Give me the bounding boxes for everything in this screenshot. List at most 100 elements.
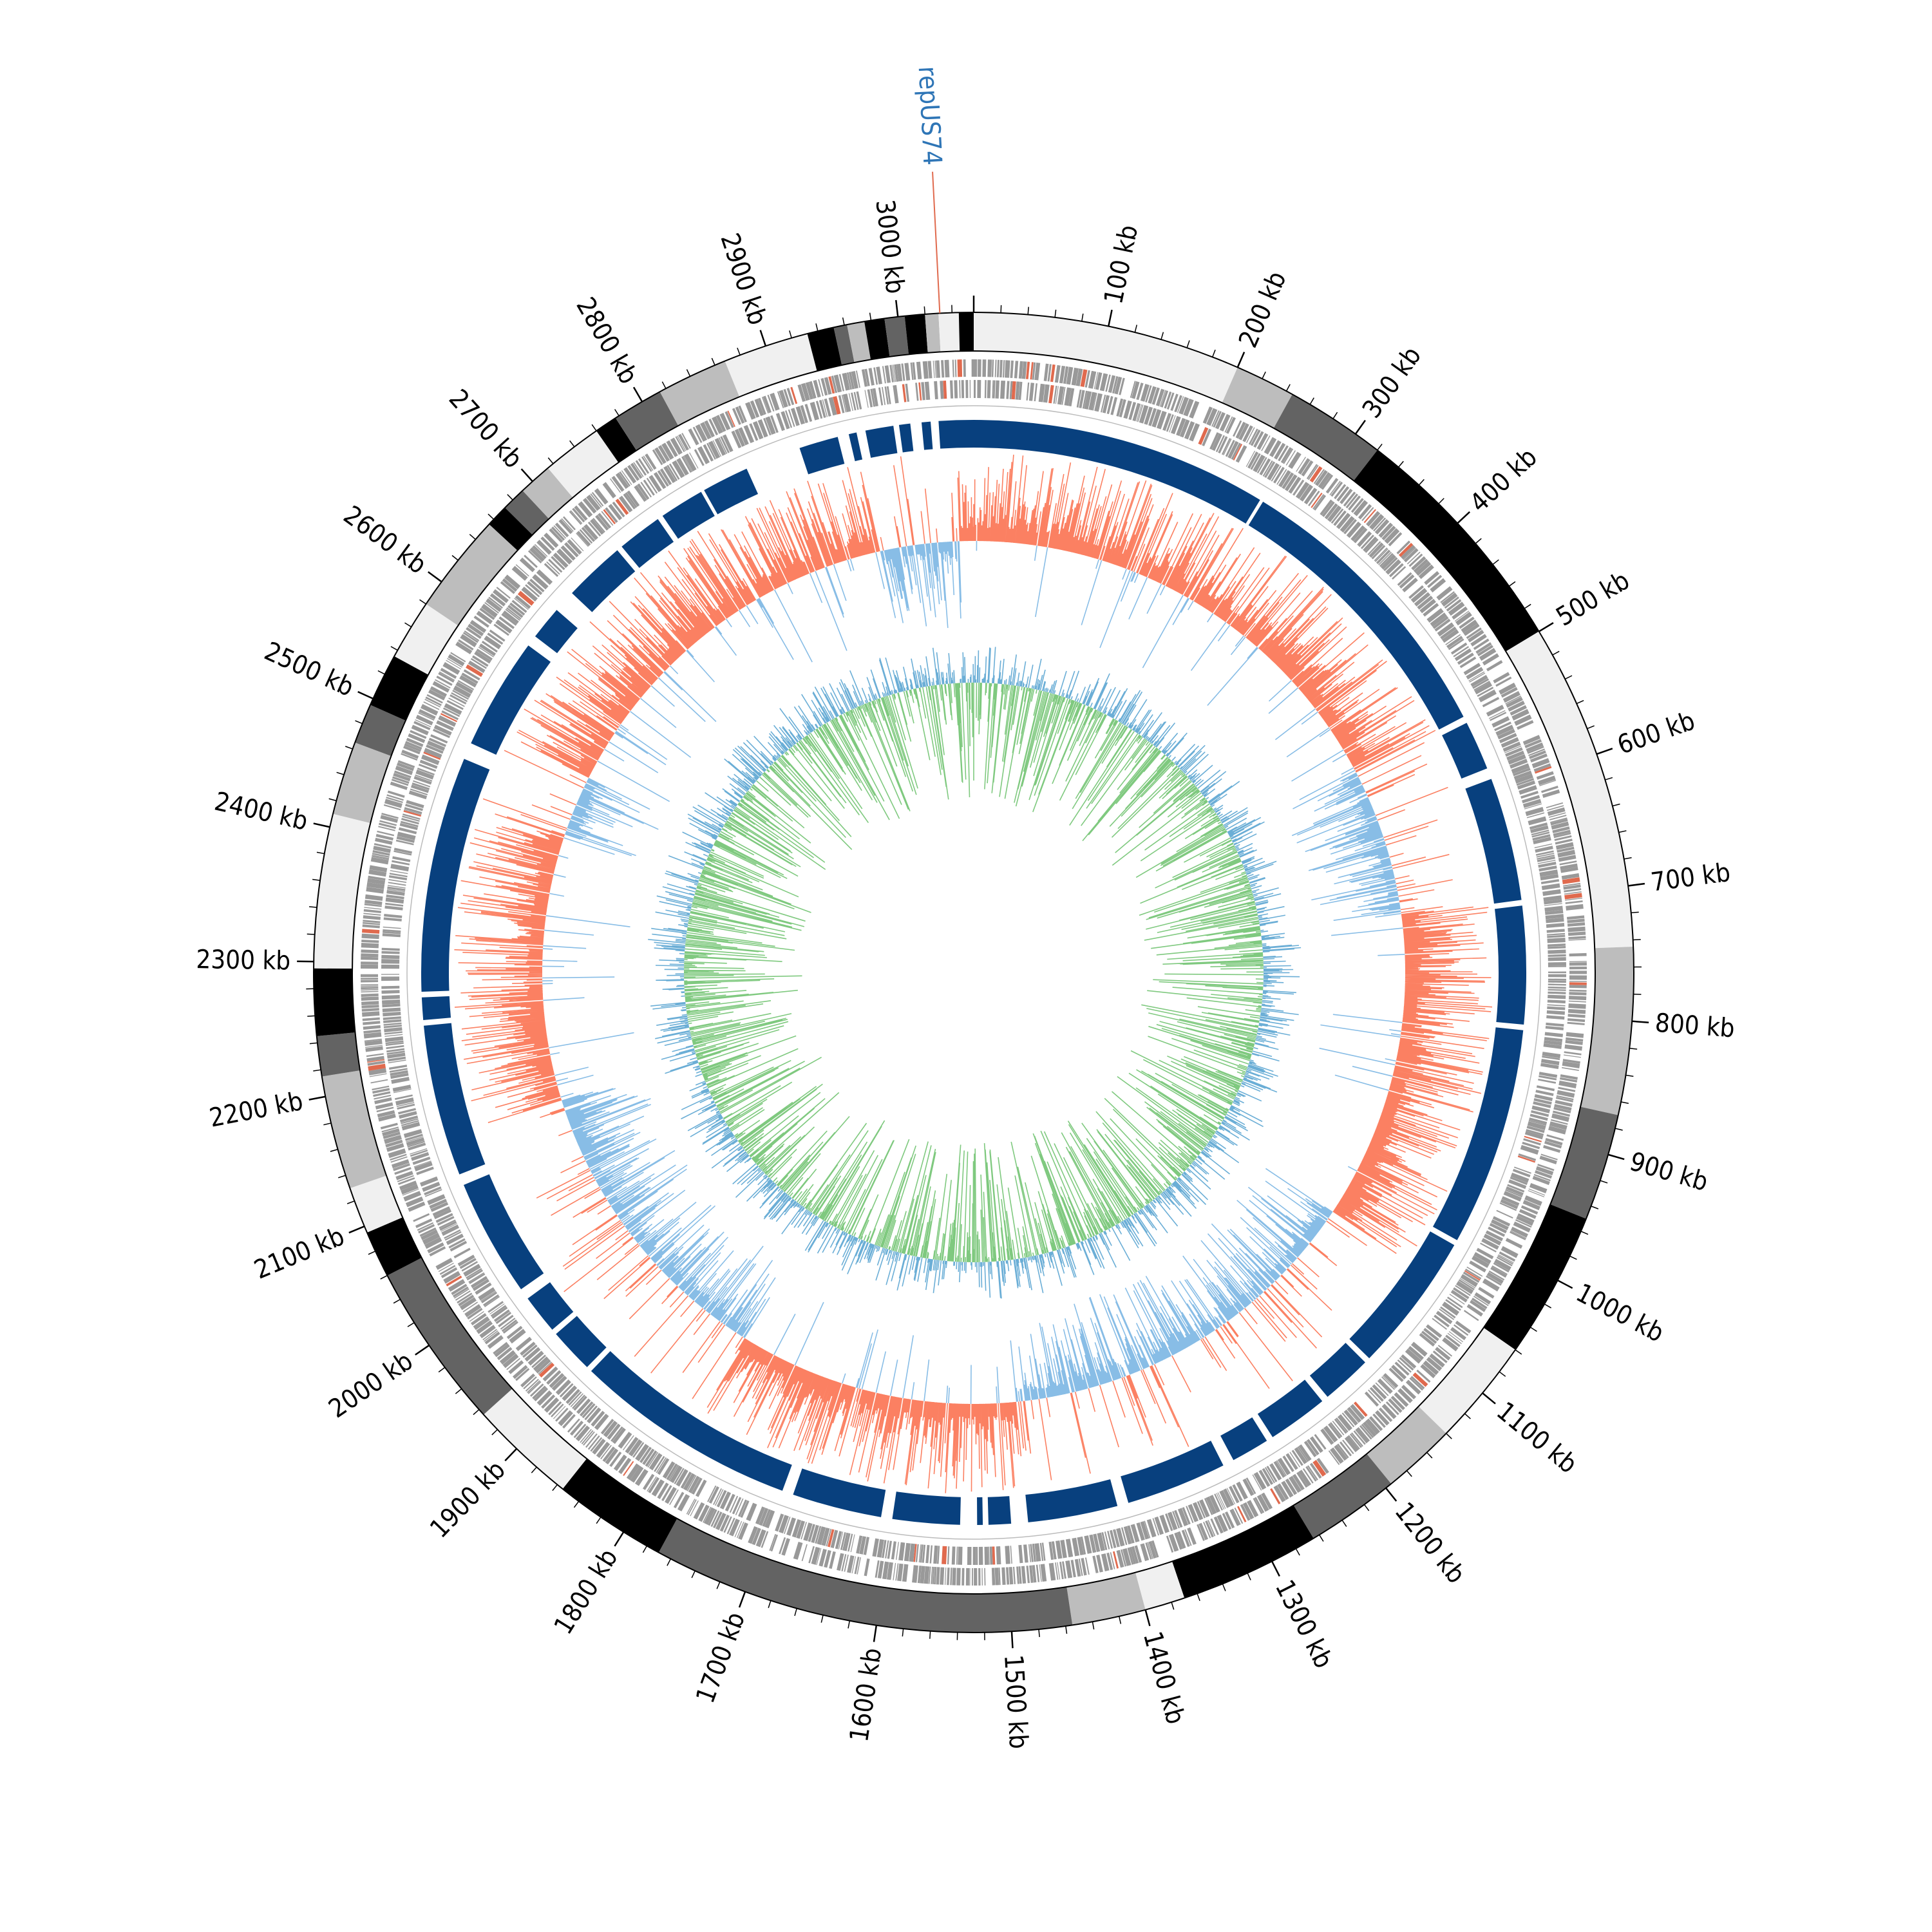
gene-feature xyxy=(1440,626,1457,639)
gene-feature xyxy=(1534,1094,1553,1101)
gene-feature xyxy=(1034,383,1037,402)
gene-feature xyxy=(800,405,808,424)
gene-feature xyxy=(1177,1531,1186,1549)
gene-feature xyxy=(569,1421,584,1436)
gene-feature xyxy=(1028,1544,1032,1562)
gene-feature xyxy=(619,471,630,487)
gene-feature xyxy=(838,395,845,413)
gene-feature xyxy=(961,1567,965,1586)
gene-feature xyxy=(426,694,443,704)
gene-feature xyxy=(579,529,593,544)
gene-feature xyxy=(697,446,710,464)
gene-feature xyxy=(1566,1037,1584,1042)
gene-feature xyxy=(410,788,428,796)
gene-feature xyxy=(708,1509,717,1526)
gene-feature xyxy=(1298,1470,1312,1487)
gene-feature xyxy=(1548,991,1566,994)
gene-feature xyxy=(381,990,400,994)
minor-tick xyxy=(573,1501,580,1508)
gene-feature xyxy=(735,406,745,424)
gene-feature xyxy=(1563,882,1581,887)
gene-feature xyxy=(388,1059,406,1064)
gene-feature xyxy=(368,875,386,881)
gene-feature xyxy=(1534,843,1553,849)
minor-tick xyxy=(336,772,345,775)
gene-feature xyxy=(1548,812,1566,818)
minor-tick xyxy=(591,424,597,431)
gene-feature xyxy=(581,1430,594,1444)
gene-feature xyxy=(1368,1389,1381,1404)
gene-feature xyxy=(770,1534,778,1552)
gene-feature xyxy=(1305,1466,1317,1482)
gene-feature xyxy=(1210,1518,1219,1535)
gene-feature xyxy=(540,536,555,551)
gene-feature xyxy=(1359,1425,1372,1440)
gene-feature xyxy=(976,1546,978,1565)
gene-feature xyxy=(1391,1365,1407,1380)
major-tick xyxy=(895,299,899,317)
gene-feature xyxy=(1166,414,1174,432)
gene-feature xyxy=(1563,884,1581,890)
gene-feature xyxy=(971,1568,973,1586)
gene-feature xyxy=(696,1479,707,1497)
contig-segment xyxy=(547,431,619,498)
minor-tick xyxy=(368,1251,376,1255)
gene-feature xyxy=(1556,1095,1574,1101)
gene-feature xyxy=(1121,1527,1128,1546)
gene-feature xyxy=(984,1546,989,1565)
gene-feature xyxy=(496,587,511,599)
gene-feature xyxy=(1309,466,1323,483)
gene-feature xyxy=(452,1286,469,1298)
gene-feature xyxy=(781,411,790,430)
gene-feature xyxy=(757,397,766,415)
gene-feature xyxy=(455,1290,471,1301)
gene-feature xyxy=(902,384,907,402)
gene-feature xyxy=(882,366,886,384)
gene-feature xyxy=(1524,739,1542,748)
gene-feature xyxy=(678,433,689,451)
gene-feature xyxy=(1491,1219,1509,1231)
gene-feature xyxy=(392,856,411,862)
gene-feature xyxy=(1170,393,1179,412)
blast-hit-block xyxy=(987,1496,1012,1525)
gene-feature xyxy=(1436,586,1453,601)
gene-feature xyxy=(1535,1090,1554,1096)
gene-feature xyxy=(922,361,929,379)
gene-feature xyxy=(1365,1418,1381,1435)
gene-feature xyxy=(1114,376,1122,395)
gene-feature xyxy=(466,1268,482,1279)
gene-feature xyxy=(1548,994,1566,999)
gene-feature xyxy=(421,1229,438,1240)
gene-feature xyxy=(734,429,745,447)
gene-feature xyxy=(1537,856,1555,862)
gene-feature xyxy=(502,578,518,592)
gene-feature xyxy=(1539,1075,1557,1081)
gene-feature xyxy=(1537,855,1555,860)
gene-feature xyxy=(1202,406,1213,424)
gene-feature xyxy=(1152,1518,1159,1536)
gene-feature xyxy=(1548,965,1566,967)
gene-feature xyxy=(942,1546,947,1564)
gene-feature xyxy=(484,601,499,614)
gene-feature xyxy=(1350,1404,1365,1421)
gene-feature xyxy=(1480,1242,1497,1253)
gene-feature xyxy=(1151,409,1162,428)
gene-feature xyxy=(1405,1379,1421,1395)
gene-feature xyxy=(817,1526,826,1545)
gene-feature xyxy=(438,715,457,727)
gene-feature xyxy=(570,510,583,524)
gene-feature xyxy=(1306,1439,1320,1455)
gene-feature xyxy=(602,482,616,498)
gene-feature xyxy=(898,1542,905,1561)
gene-feature xyxy=(542,1366,558,1382)
gene-feature xyxy=(848,372,855,390)
gene-feature xyxy=(1530,825,1549,833)
gene-feature xyxy=(1548,980,1566,983)
gene-feature xyxy=(1437,1345,1453,1357)
gene-feature xyxy=(735,1498,744,1515)
gene-feature xyxy=(1529,750,1546,759)
gene-feature xyxy=(1522,1141,1540,1150)
gene-feature xyxy=(379,820,397,826)
gene-ring-border xyxy=(406,405,1541,1540)
gene-feature xyxy=(895,1542,899,1560)
